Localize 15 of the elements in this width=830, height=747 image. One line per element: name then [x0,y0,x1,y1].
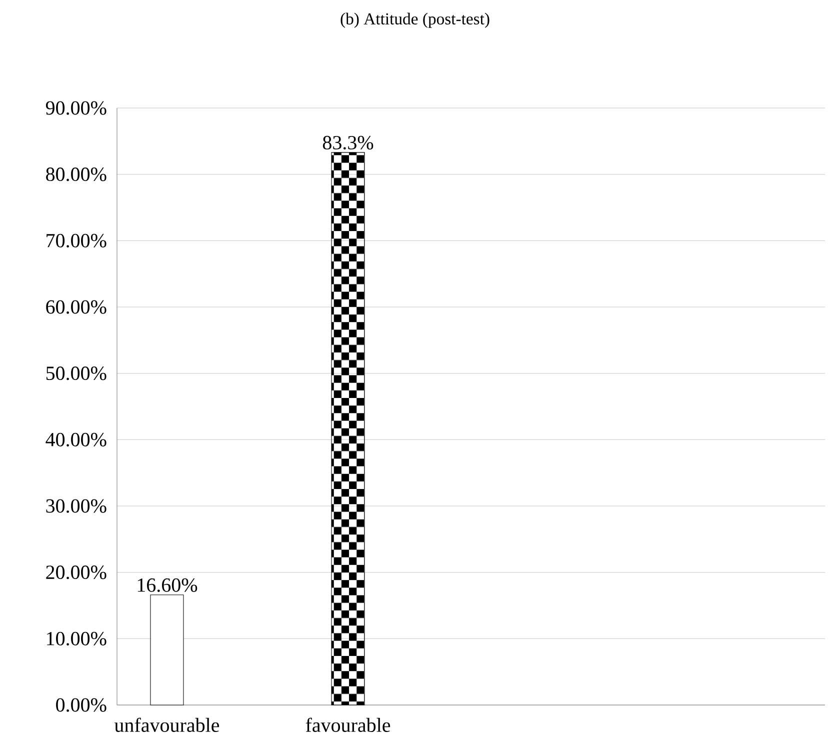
data-label: 16.60% [138,578,198,592]
y-tick-label: 30.00% [46,499,106,513]
x-tick-label: unfavourable [114,718,220,732]
y-tick-label: 40.00% [46,432,106,446]
x-tick-label: favourable [306,718,390,732]
y-tick-label: 10.00% [47,632,106,646]
y-tick-label: 60.00% [46,300,106,314]
y-tick-label: 70.00% [46,234,106,248]
y-tick-label: 0.00% [56,698,106,712]
y-tick-label: 80.00% [46,168,106,182]
chart-title: (b) Attitude (post-test) [340,12,490,28]
y-tick-label: 20.00% [46,566,106,580]
data-label: 83.3% [322,136,374,150]
y-tick-label: 50.00% [46,366,106,380]
y-tick-label: 90.00% [46,101,106,115]
